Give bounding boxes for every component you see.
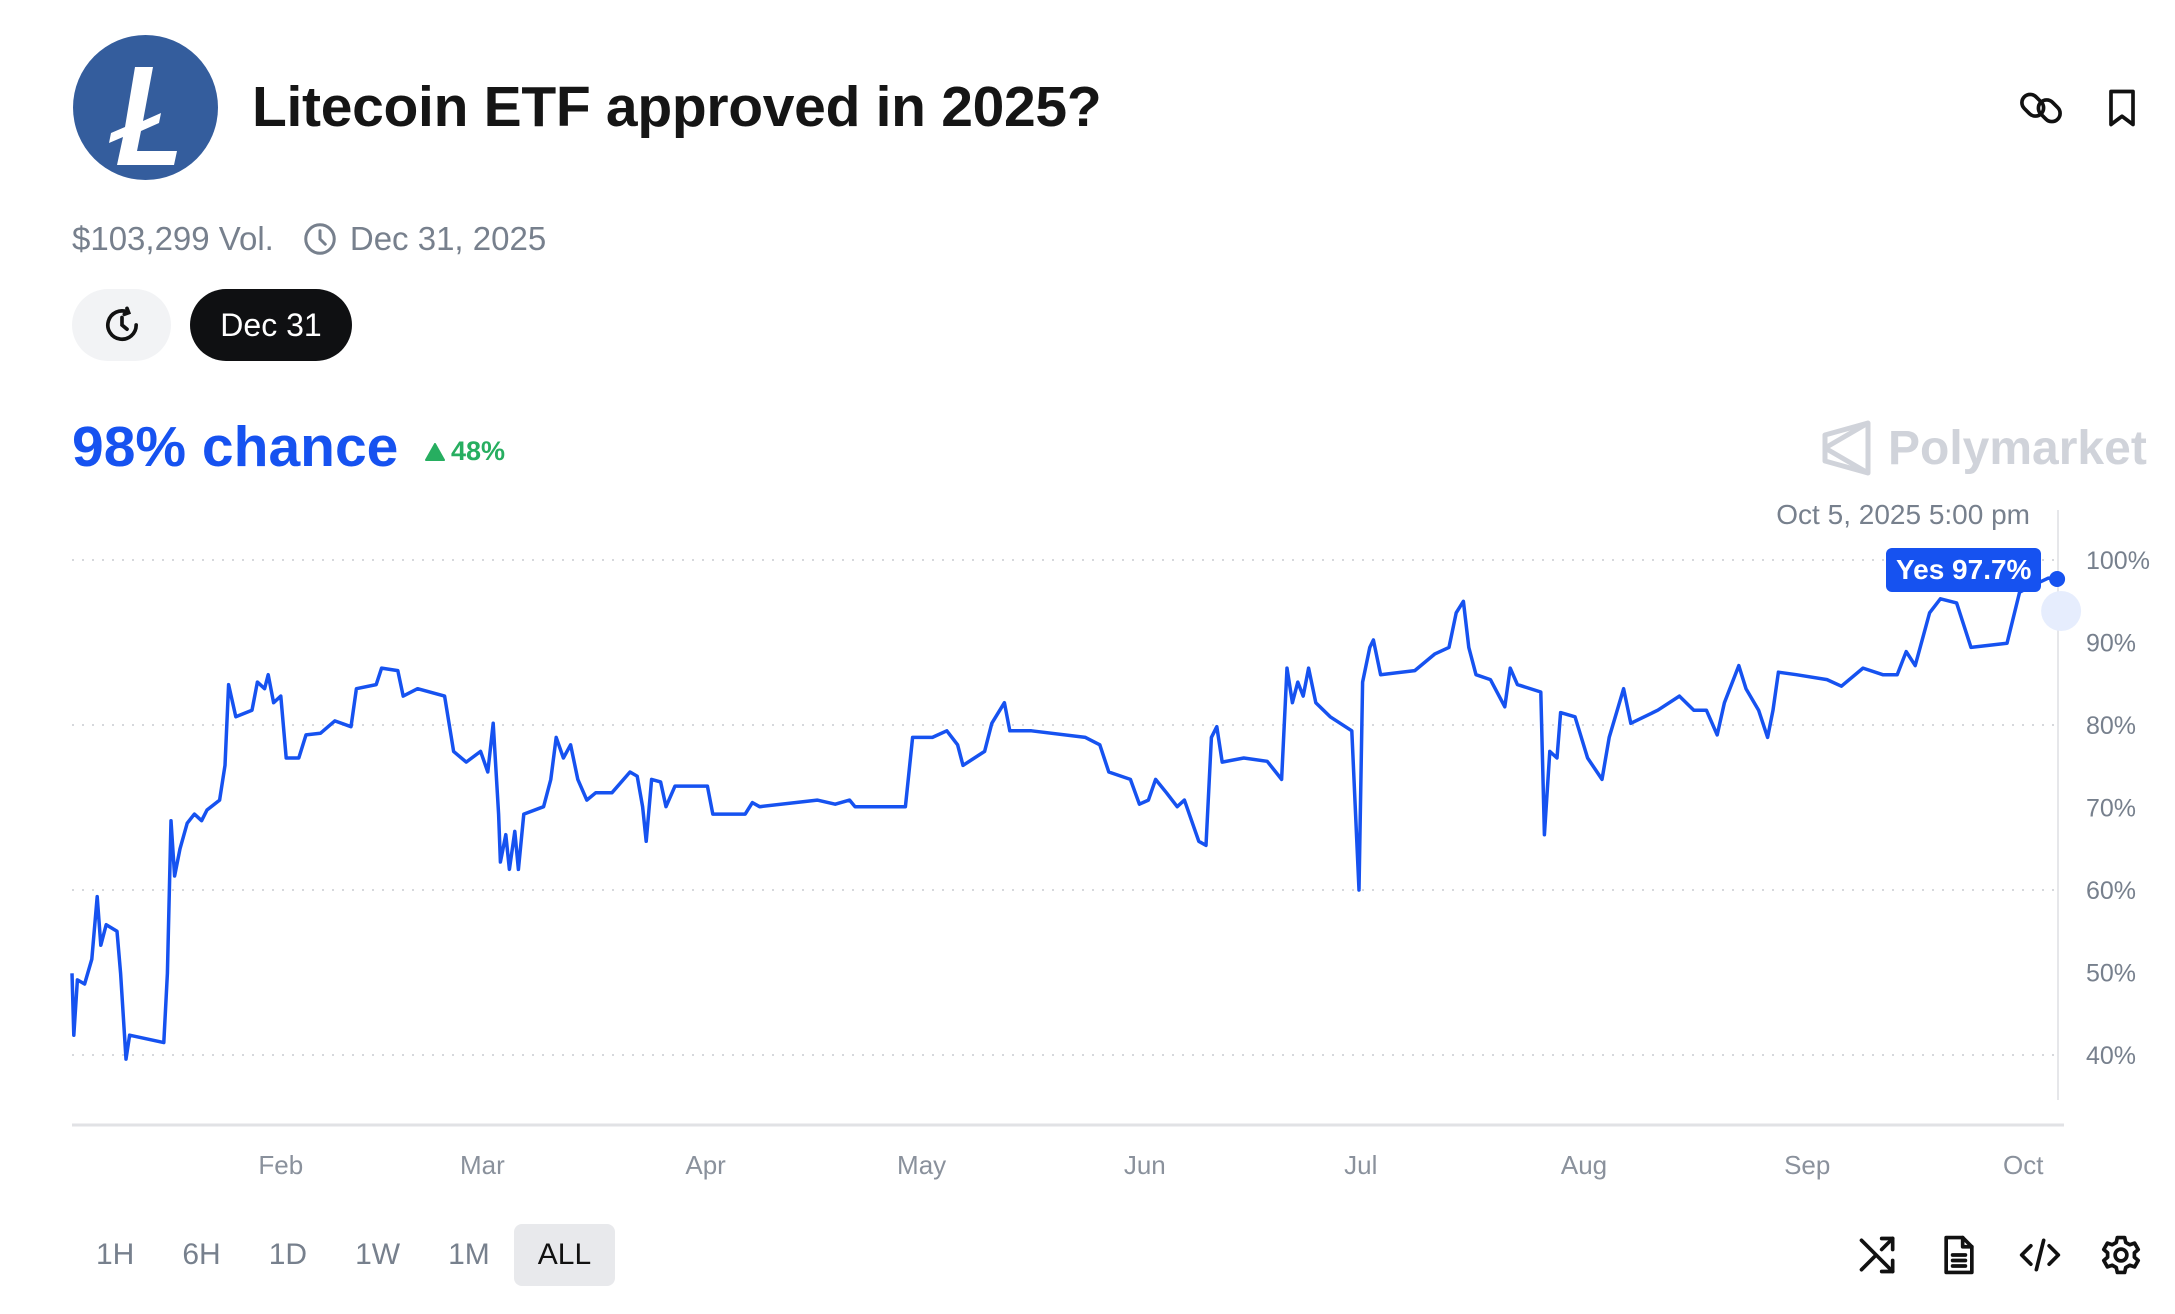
- y-tick-label: 80%: [2086, 712, 2136, 740]
- x-tick-label: Jun: [1124, 1150, 1166, 1180]
- change-value: 48%: [451, 436, 506, 466]
- y-tick-label: 40%: [2086, 1042, 2136, 1070]
- clock-history-icon: [105, 306, 138, 342]
- x-tick-label: Mar: [460, 1150, 505, 1180]
- hover-halo: [2041, 590, 2082, 631]
- y-tick-label: 70%: [2086, 795, 2136, 823]
- market-meta: $103,299 Vol. Dec 31, 2025: [72, 220, 546, 258]
- x-tick-label: Jul: [1344, 1150, 1377, 1180]
- settings-gear-icon[interactable]: [2099, 1233, 2143, 1277]
- range-1d[interactable]: 1D: [268, 1238, 308, 1271]
- range-1m[interactable]: 1M: [448, 1238, 490, 1271]
- x-tick-label: Aug: [1561, 1150, 1607, 1180]
- polymarket-logo-icon: [1822, 420, 1871, 476]
- chance-change: 48%: [425, 436, 505, 467]
- volume: $103,299 Vol.: [72, 220, 274, 257]
- end-date: Dec 31, 2025: [349, 220, 547, 257]
- polymarket-wordmark: Polymarket: [1888, 421, 2147, 475]
- range-6h[interactable]: 6H: [182, 1238, 221, 1271]
- y-tick-label: 100%: [2086, 547, 2150, 575]
- range-1h[interactable]: 1H: [96, 1238, 135, 1271]
- series-line-yes: [70, 576, 2058, 1061]
- x-tick-label: May: [897, 1150, 946, 1180]
- document-icon[interactable]: [1937, 1233, 1981, 1277]
- code-embed-icon[interactable]: [2018, 1233, 2062, 1277]
- range-1w[interactable]: 1W: [355, 1238, 401, 1271]
- bookmark-icon[interactable]: [2100, 86, 2144, 130]
- x-tick-label: Sep: [1784, 1150, 1830, 1180]
- time-range-selector: 1H 6H 1D 1W 1M ALL: [72, 1224, 616, 1286]
- y-tick-label: 60%: [2086, 877, 2136, 905]
- x-tick-label: Feb: [258, 1150, 303, 1180]
- litecoin-logo: [73, 35, 218, 180]
- polymarket-watermark: Polymarket: [1822, 420, 2147, 476]
- triangle-up-icon: [425, 442, 445, 461]
- hover-timestamp: Oct 5, 2025 5:00 pm: [1776, 499, 2030, 530]
- chance-value: 98% chance: [72, 415, 399, 479]
- x-tick-label: Oct: [2003, 1150, 2044, 1180]
- y-tick-label: 50%: [2086, 960, 2136, 988]
- hover-tooltip: Yes 97.7%: [1886, 548, 2042, 592]
- clock-icon: [304, 223, 336, 255]
- market-title: Litecoin ETF approved in 2025?: [252, 75, 1102, 139]
- x-tick-label: Apr: [685, 1150, 726, 1180]
- link-icon[interactable]: [2019, 86, 2063, 130]
- hover-point: [2049, 570, 2066, 587]
- history-button[interactable]: [72, 289, 171, 361]
- range-all[interactable]: ALL: [513, 1224, 616, 1286]
- litecoin-icon: [109, 67, 177, 165]
- shuffle-icon[interactable]: [1856, 1233, 1900, 1277]
- date-option-dec-31[interactable]: Dec 31: [190, 289, 352, 361]
- y-tick-label: 90%: [2086, 630, 2136, 658]
